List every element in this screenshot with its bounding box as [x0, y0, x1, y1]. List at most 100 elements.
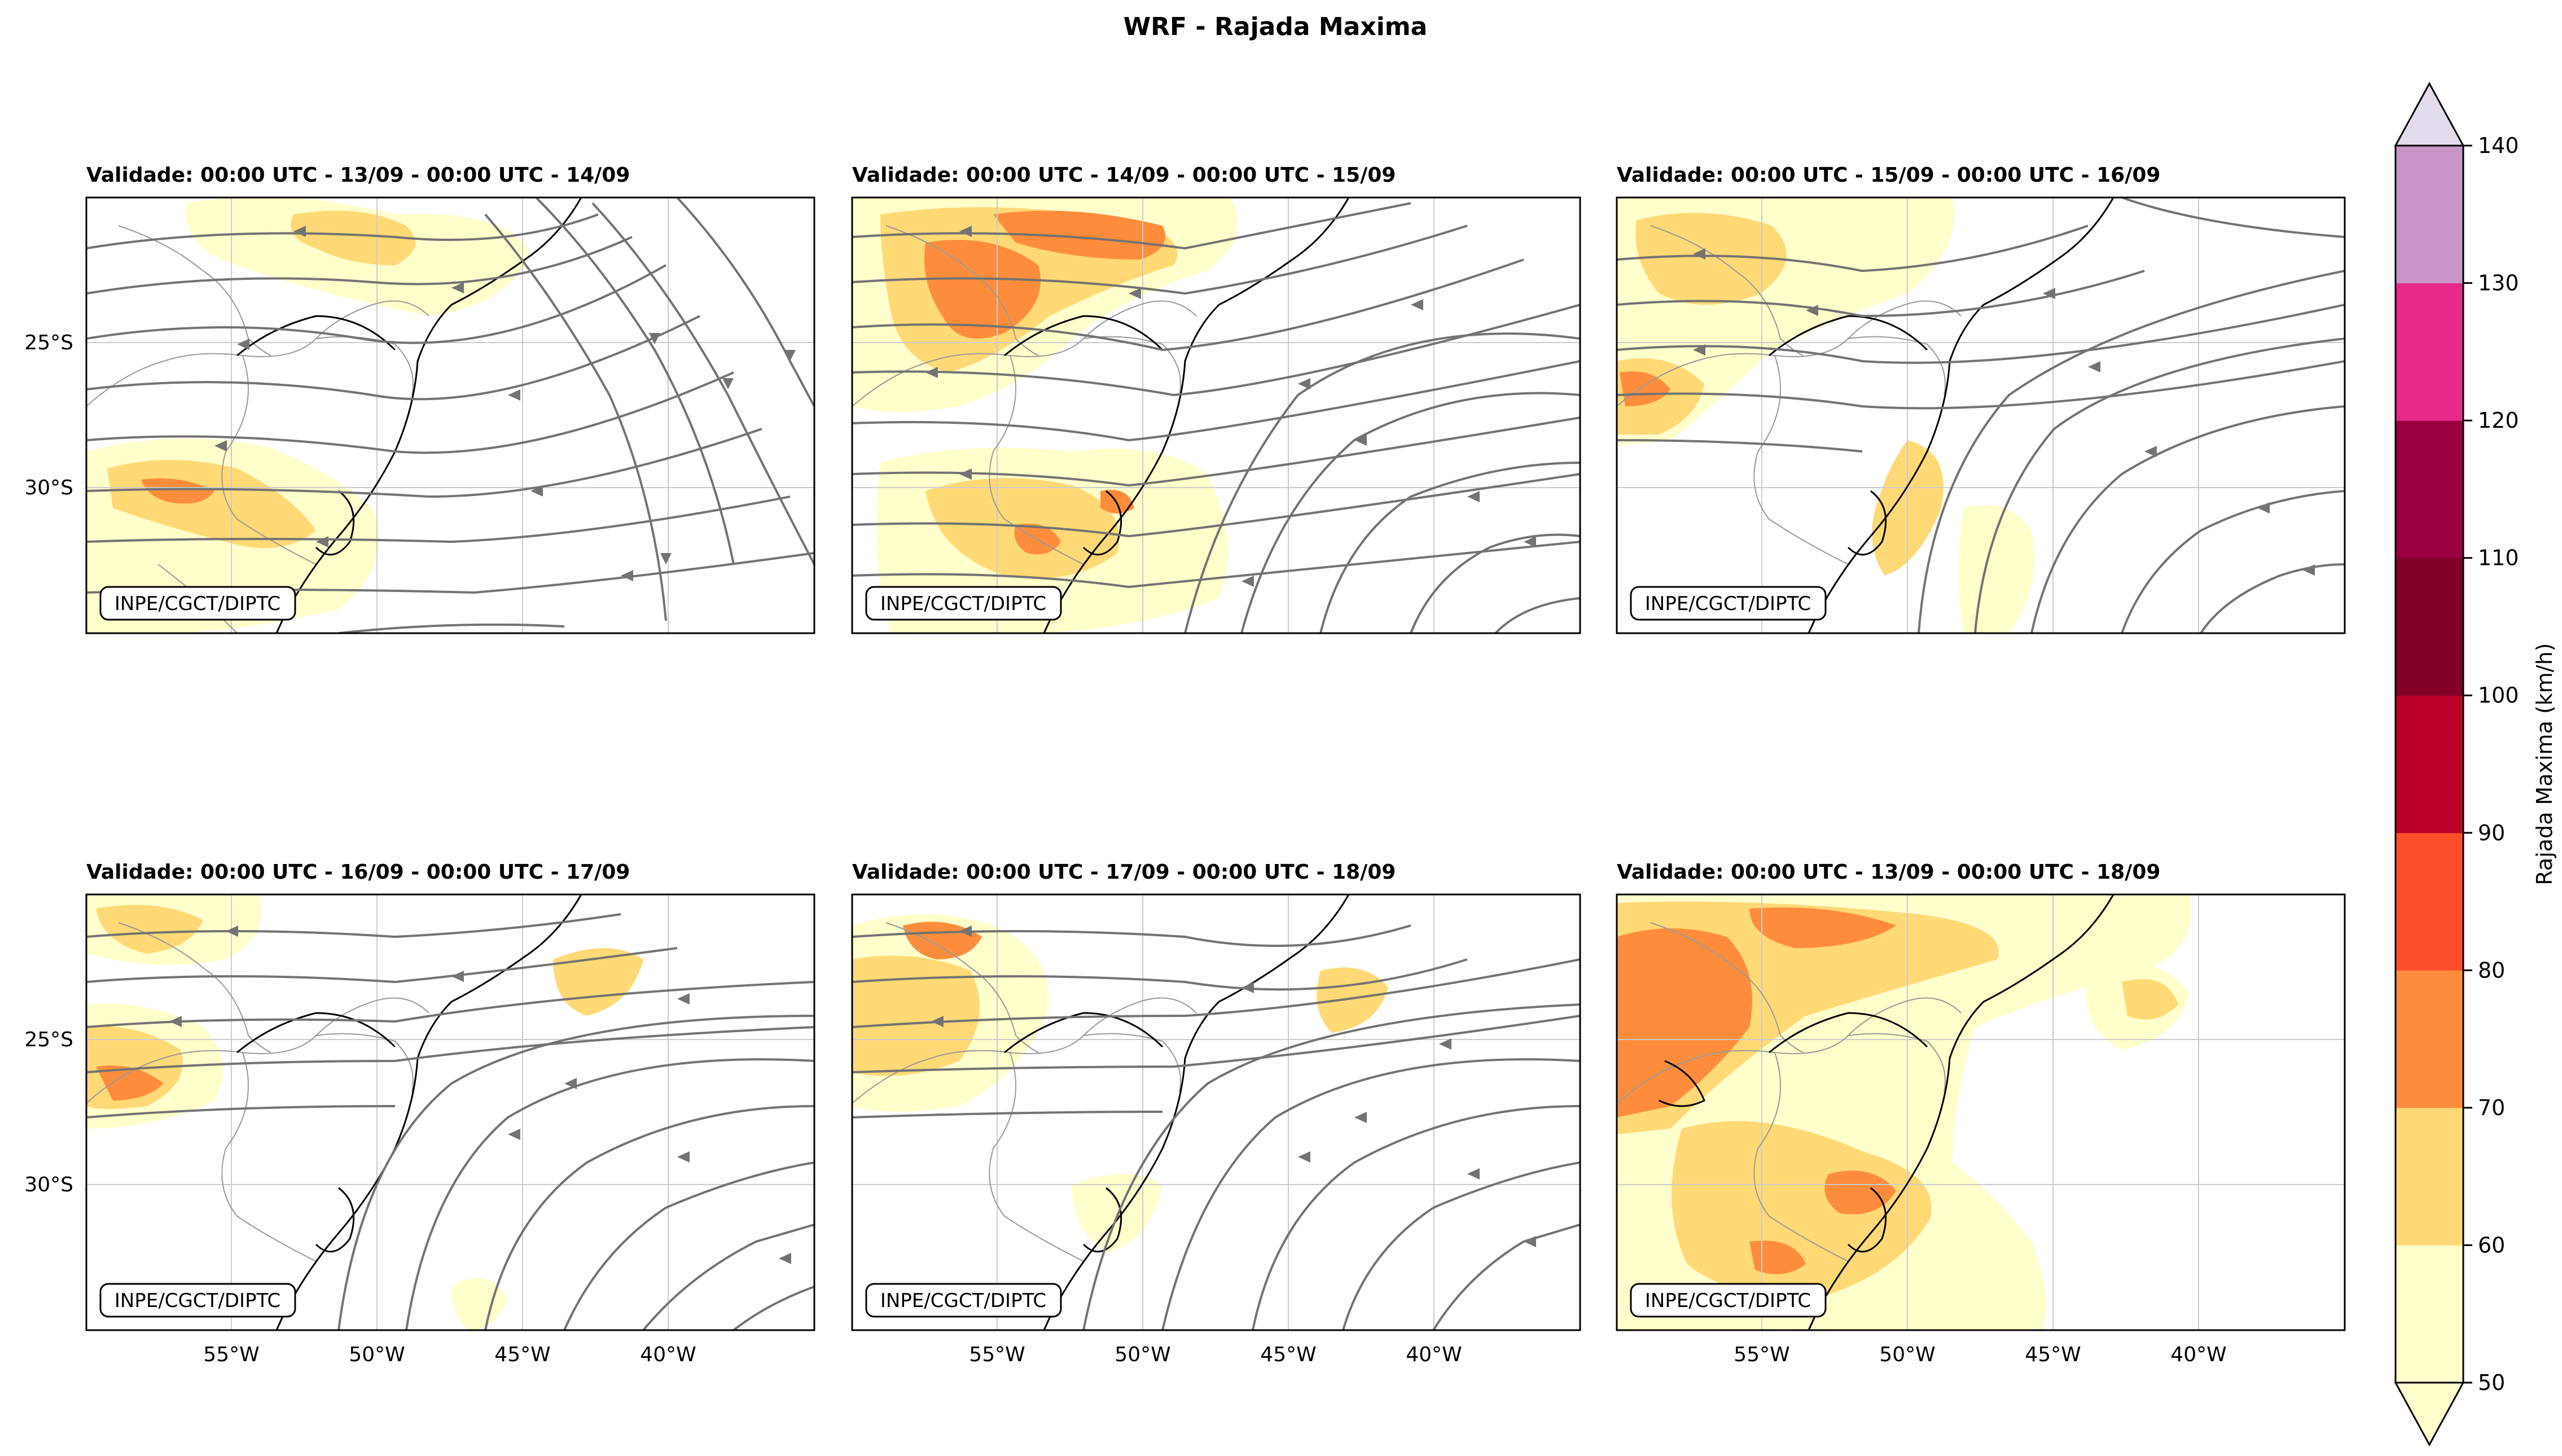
gust-field: [86, 198, 530, 633]
panel-content: [852, 198, 1580, 633]
gust-field: [852, 198, 1238, 633]
lat-label: 30°S: [24, 1173, 73, 1196]
panel-frame: [1616, 196, 2346, 634]
colorbar-segment: [2396, 558, 2463, 696]
map-panel-1: Validade: 00:00 UTC - 13/09 - 00:00 UTC …: [24, 164, 815, 634]
colorbar-segment: [2396, 1245, 2463, 1383]
lon-label: 40°W: [1406, 1343, 1462, 1366]
panel-content: [852, 894, 1580, 1330]
panel-frame: [851, 893, 1581, 1331]
lat-label: 25°S: [24, 1028, 73, 1051]
lon-label: 45°W: [494, 1343, 550, 1366]
panel-frame: [85, 893, 815, 1331]
lat-label: 30°S: [24, 476, 73, 499]
lon-label: 50°W: [1879, 1343, 1935, 1366]
colorbar-segment: [2396, 970, 2463, 1108]
streamline-arrows: [214, 226, 796, 581]
colorbar-tick-label: 90: [2478, 821, 2505, 845]
watermark-box: [1630, 586, 1827, 621]
coastline: [236, 894, 582, 1330]
lon-label: 50°W: [1115, 1343, 1170, 1366]
coastline: [1004, 894, 1350, 1330]
political-borders: [1617, 922, 1962, 1262]
political-borders: [86, 922, 429, 1262]
lon-label: 55°W: [969, 1343, 1025, 1366]
panel-content: [1617, 894, 2345, 1330]
panel-frame: [85, 196, 815, 634]
gust-field: [1617, 894, 2192, 1330]
streamlines: [86, 913, 814, 1330]
political-borders: [1617, 225, 1962, 565]
gust-field: [852, 914, 1388, 1253]
watermark-box: [1630, 1283, 1827, 1318]
watermark: INPE/CGCT/DIPTC: [115, 1290, 280, 1312]
colorbar-segment: [2396, 283, 2463, 421]
colorbar-extend-max: [2394, 81, 2465, 147]
gridlines: [86, 198, 814, 633]
map-panel-5: Validade: 00:00 UTC - 17/09 - 00:00 UTC …: [851, 861, 1581, 1366]
colorbar-tick-label: 140: [2478, 133, 2519, 158]
map-panel-4: Validade: 00:00 UTC - 16/09 - 00:00 UTC …: [24, 861, 815, 1366]
lon-label: 40°W: [2170, 1343, 2226, 1366]
lon-label: 50°W: [349, 1343, 405, 1366]
colorbar-tick-label: 100: [2478, 683, 2519, 708]
lon-label: 40°W: [640, 1343, 696, 1366]
lon-label: 55°W: [1734, 1343, 1789, 1366]
streamline-arrows: [931, 926, 1536, 1247]
gridlines: [86, 894, 814, 1330]
watermark-box: [99, 1283, 296, 1318]
colorbar-tick-label: 80: [2478, 958, 2505, 983]
gust-field: [86, 894, 643, 1330]
panel-frame: [1616, 893, 2346, 1331]
coastline: [1659, 894, 2114, 1330]
coastline: [1769, 198, 2114, 633]
panel-title: Validade: 00:00 UTC - 15/09 - 00:00 UTC …: [1617, 164, 2160, 187]
political-borders: [852, 225, 1197, 565]
political-borders: [852, 922, 1197, 1262]
lon-label: 45°W: [1260, 1343, 1316, 1366]
colorbar: 50 60 70 80 90 100 110 120 130 140 Rajada Maxima (…: [2394, 81, 2557, 1447]
gridlines: [1617, 894, 2345, 1330]
colorbar-segment: [2396, 1107, 2463, 1246]
colorbar-tick-label: 70: [2478, 1095, 2505, 1120]
watermark: INPE/CGCT/DIPTC: [1645, 1290, 1811, 1312]
colorbar-tick-label: 50: [2478, 1370, 2505, 1395]
colorbar-segment: [2396, 146, 2463, 284]
gust-field: [1617, 198, 2034, 633]
colorbar-tick-label: 120: [2478, 408, 2519, 433]
panel-title: Validade: 00:00 UTC - 13/09 - 00:00 UTC …: [86, 164, 630, 187]
coastline: [236, 198, 582, 633]
streamline-arrows: [1693, 248, 2315, 576]
gridlines: [1617, 198, 2345, 633]
lon-label: 55°W: [203, 1343, 259, 1366]
lon-label: 45°W: [2025, 1343, 2081, 1366]
streamlines: [1617, 198, 2345, 633]
map-panel-3: Validade: 00:00 UTC - 15/09 - 00:00 UTC …: [1616, 164, 2346, 634]
watermark: INPE/CGCT/DIPTC: [880, 593, 1046, 615]
panel-content: [86, 894, 814, 1330]
panel-frame: [851, 196, 1581, 634]
colorbar-extend-min: [2394, 1382, 2465, 1447]
watermark-box: [865, 586, 1062, 621]
streamline-arrows: [169, 926, 791, 1264]
panel-title: Validade: 00:00 UTC - 13/09 - 00:00 UTC …: [1617, 861, 2160, 884]
panel-title: Validade: 00:00 UTC - 17/09 - 00:00 UTC …: [852, 861, 1396, 884]
political-borders: [86, 225, 429, 633]
coastline: [1004, 198, 1350, 633]
map-panel-2: Validade: 00:00 UTC - 14/09 - 00:00 UTC …: [851, 164, 1581, 634]
streamlines: [852, 924, 1580, 1330]
map-panel-6: Validade: 00:00 UTC - 13/09 - 00:00 UTC …: [1616, 861, 2346, 1366]
watermark: INPE/CGCT/DIPTC: [880, 1290, 1046, 1312]
watermark: INPE/CGCT/DIPTC: [115, 593, 280, 615]
colorbar-tick-label: 60: [2478, 1233, 2505, 1257]
colorbar-label: Rajada Maxima (km/h): [2532, 643, 2557, 885]
watermark: INPE/CGCT/DIPTC: [1645, 593, 1811, 615]
panel-title: Validade: 00:00 UTC - 16/09 - 00:00 UTC …: [86, 861, 630, 884]
watermark-box: [99, 586, 296, 621]
colorbar-tick-label: 110: [2478, 546, 2519, 571]
watermark-box: [865, 1283, 1062, 1318]
streamlines: [86, 198, 814, 633]
colorbar-tick-label: 130: [2478, 271, 2519, 296]
colorbar-frame: [2394, 144, 2464, 1384]
